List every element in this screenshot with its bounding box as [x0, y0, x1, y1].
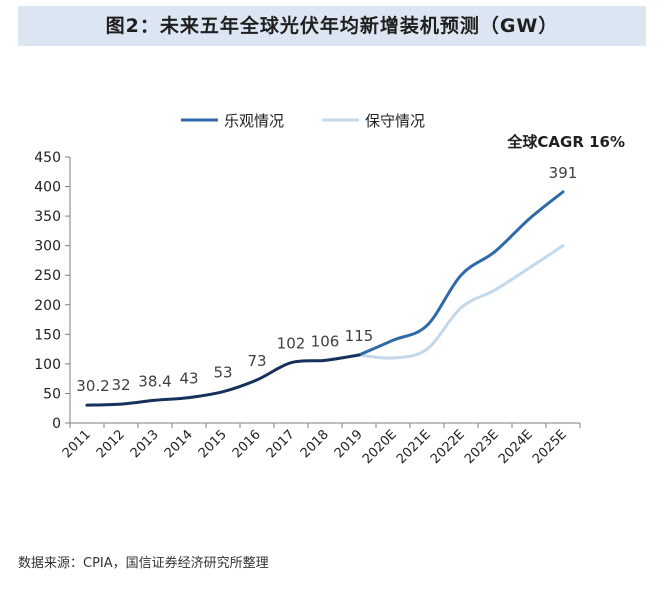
data-label: 32: [111, 376, 130, 394]
data-label: 391: [549, 164, 578, 182]
source-note: 数据来源：CPIA，国信证券经济研究所整理: [18, 556, 269, 571]
series-line-historical: [85, 353, 361, 407]
x-tick-label: 2021E: [394, 427, 434, 467]
x-tick-label: 2013: [128, 427, 162, 461]
data-label: 38.4: [138, 372, 171, 390]
y-tick-label: 50: [43, 386, 61, 402]
y-tick-label: 450: [34, 150, 61, 166]
y-tick-label: 250: [34, 268, 61, 284]
data-label: 43: [179, 370, 198, 388]
data-label: 102: [277, 335, 306, 353]
x-tick-label: 2014: [162, 427, 196, 461]
data-label: 73: [247, 352, 266, 370]
data-label: 53: [213, 364, 232, 382]
x-tick-label: 2024E: [496, 427, 536, 467]
cagr-annotation: 全球CAGR 16%: [506, 133, 625, 151]
y-tick-label: 100: [34, 357, 61, 373]
x-tick-label: 2020E: [360, 427, 400, 467]
chart-title: 图2：未来五年全球光伏年均新增装机预测（GW）: [105, 15, 559, 37]
series-line-conservative: [357, 244, 565, 360]
y-tick-label: 350: [34, 209, 61, 225]
series-line-optimistic: [357, 190, 565, 357]
data-label: 115: [345, 327, 374, 345]
x-tick-label: 2022E: [428, 427, 468, 467]
x-tick-label: 2011: [60, 427, 94, 461]
x-tick-label: 2018: [298, 427, 332, 461]
data-label: 30.2: [76, 377, 109, 395]
x-tick-label: 2025E: [530, 427, 570, 467]
data-label: 106: [311, 332, 340, 350]
x-tick-label: 2017: [264, 427, 298, 461]
legend-label-optimistic: 乐观情况: [224, 112, 284, 130]
y-tick-label: 300: [34, 239, 61, 255]
y-tick-label: 150: [34, 327, 61, 343]
x-tick-label: 2012: [94, 427, 128, 461]
y-tick-label: 0: [52, 416, 61, 432]
legend-label-conservative: 保守情况: [365, 112, 425, 130]
y-tick-label: 200: [34, 298, 61, 314]
x-tick-label: 2023E: [462, 427, 502, 467]
title-bar: 图2：未来五年全球光伏年均新增装机预测（GW）: [18, 6, 646, 46]
y-tick-label: 400: [34, 180, 61, 196]
x-tick-label: 2015: [196, 427, 230, 461]
x-tick-label: 2016: [230, 427, 264, 461]
